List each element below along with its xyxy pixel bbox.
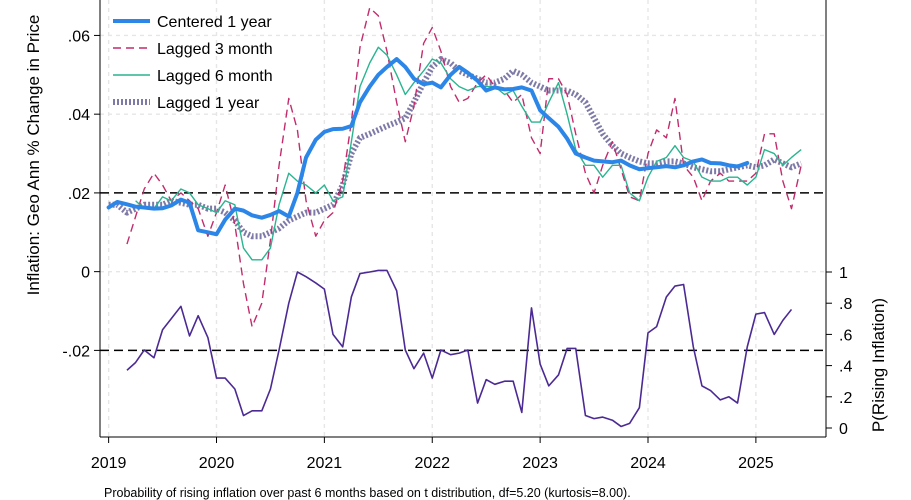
legend-label: Lagged 3 month — [157, 41, 273, 58]
gridlines — [100, 0, 826, 437]
x-tick-label: 2024 — [630, 455, 666, 472]
x-tick-label: 2019 — [91, 455, 127, 472]
x-tick-label: 2025 — [738, 455, 774, 472]
y-right-tick-label: .4 — [839, 359, 852, 376]
y-right-tick-label: .8 — [839, 296, 852, 313]
axes: 2019 2020 2021 2022 2023 2024 2025 .06 .04 .02 0 -.… — [62, 0, 852, 472]
y-right-tick-label: 0 — [839, 421, 848, 438]
x-tick-label: 2020 — [199, 455, 235, 472]
y-axis-title-left: Inflation: Geo Ann % Change in Price — [24, 15, 43, 296]
y-right-tick-label: 1 — [839, 265, 848, 282]
series-line-centered-1y — [106, 57, 750, 237]
y-right-tick-label: .2 — [839, 390, 852, 407]
x-tick-label: 2023 — [522, 455, 558, 472]
legend-label: Lagged 1 year — [157, 95, 260, 112]
y-axis-title-right: P(Rising Inflation) — [869, 298, 888, 432]
legend-label: Lagged 6 month — [157, 68, 273, 85]
series-line-lagged-6m — [135, 46, 802, 261]
x-tick-label: 2021 — [307, 455, 343, 472]
y-tick-label: .06 — [68, 28, 90, 45]
x-tick-label: 2022 — [414, 455, 450, 472]
y-tick-label: .02 — [68, 186, 90, 203]
chart-note: Probability of rising inflation over pas… — [104, 486, 631, 500]
legend: Centered 1 year Lagged 3 month Lagged 6 mo… — [113, 14, 273, 112]
y-tick-label: -.02 — [62, 343, 90, 360]
series-line-lagged-3m — [126, 7, 802, 328]
y-tick-label: .04 — [68, 107, 90, 124]
series-lines — [106, 7, 803, 428]
series-line-p-rising — [126, 269, 793, 428]
y-right-tick-label: .6 — [839, 327, 852, 344]
series-line-lagged-1y — [108, 56, 803, 240]
y-tick-label: 0 — [81, 265, 90, 282]
legend-label: Centered 1 year — [157, 14, 272, 31]
